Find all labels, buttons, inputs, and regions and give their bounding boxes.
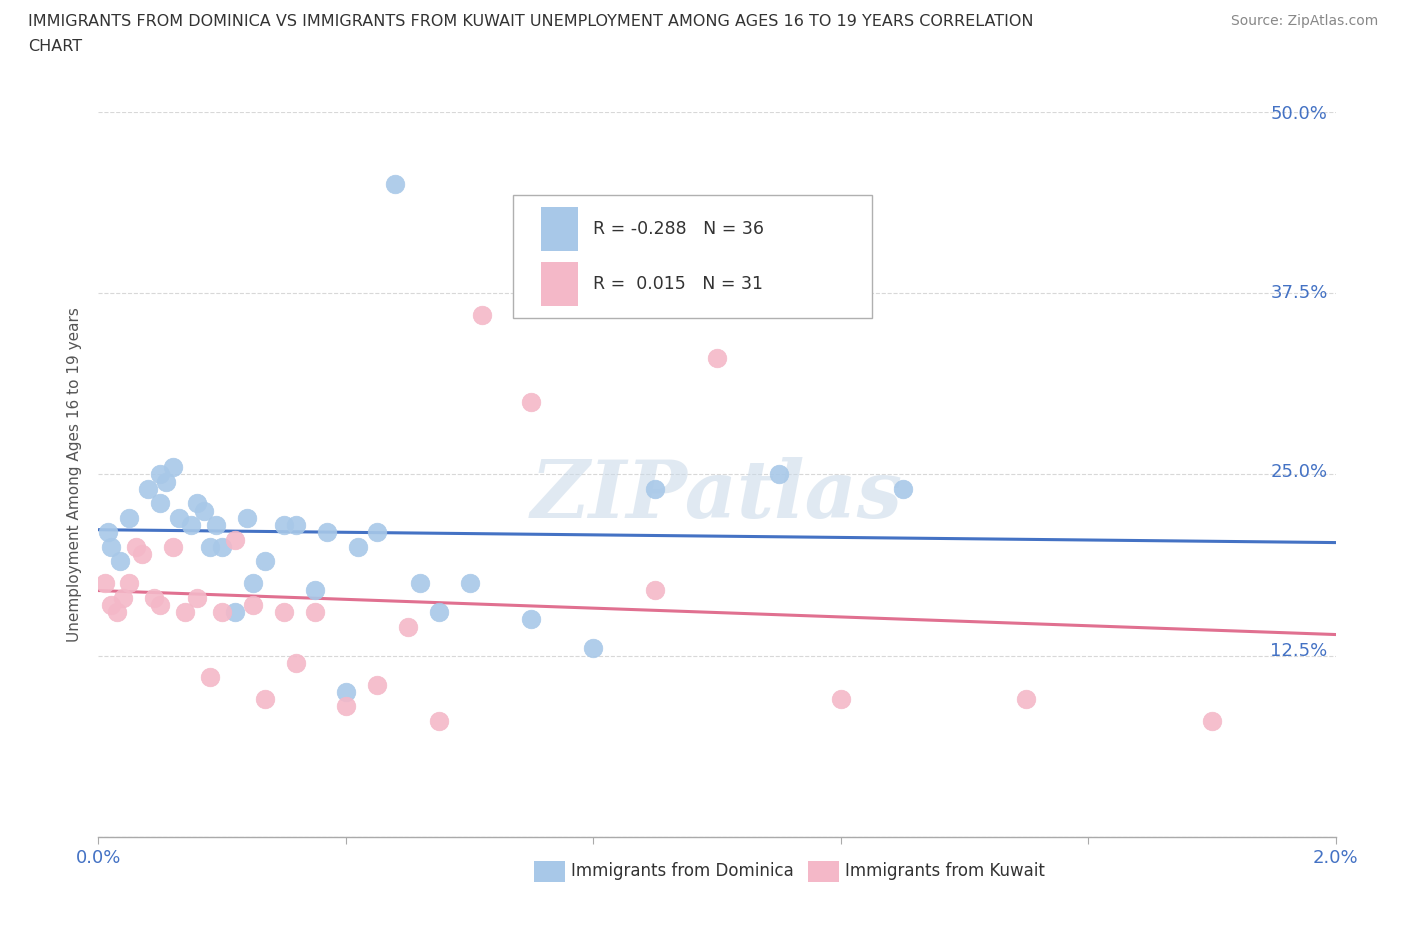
- Point: [295, 505, 318, 520]
- Point: [170, 569, 193, 585]
- Point: [1144, 706, 1167, 721]
- Text: Source: ZipAtlas.com: Source: ZipAtlas.com: [1230, 14, 1378, 28]
- Point: [197, 534, 219, 549]
- Point: [284, 598, 307, 613]
- Point: [231, 534, 253, 549]
- Point: [176, 591, 198, 606]
- Point: [246, 512, 269, 527]
- Point: [328, 512, 350, 527]
- Point: [225, 470, 247, 485]
- Point: [240, 598, 263, 613]
- Text: Immigrants from Kuwait: Immigrants from Kuwait: [845, 862, 1045, 881]
- Point: [339, 512, 361, 527]
- Point: [219, 462, 242, 477]
- Point: [191, 505, 214, 520]
- Point: [257, 498, 280, 513]
- Point: [301, 591, 323, 606]
- Point: [546, 605, 568, 620]
- Point: [328, 598, 350, 613]
- Point: [214, 584, 236, 599]
- Bar: [565, 206, 599, 249]
- Point: [339, 648, 361, 663]
- Text: R = -0.288   N = 36: R = -0.288 N = 36: [612, 219, 783, 236]
- Text: ZIPatlas: ZIPatlas: [534, 452, 907, 530]
- Point: [502, 305, 524, 320]
- Point: [252, 491, 274, 506]
- Point: [492, 569, 515, 585]
- Text: IMMIGRANTS FROM DOMINICA VS IMMIGRANTS FROM KUWAIT UNEMPLOYMENT AMONG AGES 16 TO: IMMIGRANTS FROM DOMINICA VS IMMIGRANTS F…: [28, 14, 1033, 29]
- Point: [655, 476, 678, 491]
- Point: [263, 534, 285, 549]
- Point: [655, 577, 678, 591]
- Point: [873, 476, 896, 491]
- Point: [274, 598, 297, 613]
- Point: [394, 534, 416, 549]
- Point: [252, 584, 274, 599]
- Bar: [565, 260, 599, 303]
- Point: [184, 548, 207, 563]
- Point: [301, 569, 323, 585]
- Point: [274, 534, 297, 549]
- Point: [382, 691, 405, 706]
- Point: [426, 176, 449, 191]
- Point: [176, 534, 198, 549]
- Text: R =  0.015   N = 31: R = 0.015 N = 31: [612, 273, 782, 291]
- Text: Immigrants from Dominica: Immigrants from Dominica: [571, 862, 793, 881]
- FancyBboxPatch shape: [541, 194, 856, 315]
- Point: [284, 526, 307, 541]
- Point: [202, 541, 225, 556]
- Point: [356, 598, 378, 613]
- Point: [356, 577, 378, 591]
- Point: [409, 520, 432, 535]
- Point: [219, 491, 242, 506]
- Point: [269, 512, 291, 527]
- Point: [600, 634, 623, 649]
- Text: CHART: CHART: [28, 39, 82, 54]
- Point: [181, 598, 204, 613]
- Point: [208, 476, 231, 491]
- Point: [231, 455, 253, 470]
- Point: [981, 684, 1004, 699]
- Point: [191, 569, 214, 585]
- Point: [464, 598, 486, 613]
- Point: [312, 684, 335, 699]
- Point: [447, 569, 470, 585]
- Y-axis label: Unemployment Among Ages 16 to 19 years: Unemployment Among Ages 16 to 19 years: [67, 302, 83, 637]
- Point: [366, 520, 388, 535]
- Point: [464, 706, 486, 721]
- Point: [173, 520, 195, 535]
- Point: [546, 391, 568, 405]
- Point: [818, 684, 841, 699]
- Point: [263, 663, 285, 678]
- Point: [312, 548, 335, 563]
- Point: [409, 670, 432, 684]
- Point: [235, 505, 257, 520]
- Point: [186, 584, 209, 599]
- Point: [219, 591, 242, 606]
- Point: [382, 677, 405, 692]
- Point: [437, 613, 460, 628]
- Point: [763, 462, 786, 477]
- Point: [710, 348, 733, 363]
